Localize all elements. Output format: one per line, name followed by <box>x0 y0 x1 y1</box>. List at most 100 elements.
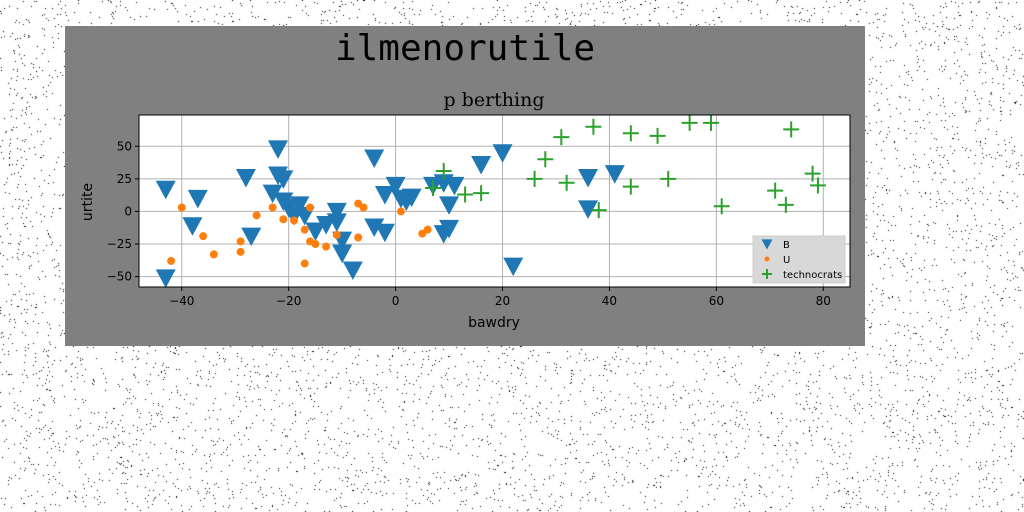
data-point-plus <box>558 174 575 191</box>
chart-title: p berthing <box>443 89 544 111</box>
y-axis-label: urtite <box>80 183 96 221</box>
data-point-plus <box>649 127 666 144</box>
data-point-triangle-down <box>342 261 363 281</box>
data-point-circle <box>236 247 245 256</box>
scatter-chart: p berthing −40 −20 0 20 40 60 80 −50 −25 0 25 50 b… <box>80 89 851 331</box>
data-point-plus <box>783 121 800 138</box>
legend-label: U <box>783 255 790 266</box>
data-points <box>155 114 826 288</box>
x-tick-label: 80 <box>816 294 831 308</box>
data-point-triangle-down <box>267 140 288 159</box>
data-point-circle <box>167 256 176 265</box>
data-point-circle <box>311 240 320 248</box>
x-tick-label: 60 <box>709 294 724 308</box>
y-tick-label: −50 <box>107 270 132 284</box>
data-point-triangle-down <box>155 269 176 288</box>
data-point-plus <box>435 163 452 180</box>
data-point-triangle-down <box>235 169 256 188</box>
plot-frame <box>138 114 851 288</box>
legend-marker <box>761 239 773 250</box>
data-point-triangle-down <box>262 184 283 204</box>
legend-marker <box>764 256 770 262</box>
data-point-triangle-down <box>439 219 460 239</box>
data-point-plus <box>537 151 554 168</box>
data-point-triangle-down <box>374 223 395 243</box>
data-point-plus <box>681 114 698 131</box>
data-point-triangle-down <box>578 169 599 188</box>
data-point-plus <box>622 178 639 195</box>
data-point-triangle-down <box>374 185 395 205</box>
data-point-triangle-down <box>401 188 422 208</box>
x-tick-label: 40 <box>602 294 617 308</box>
data-point-triangle-down <box>326 213 347 232</box>
y-tick-label: 0 <box>124 204 132 218</box>
data-point-circle <box>279 215 288 224</box>
data-point-circle <box>209 250 218 259</box>
plot-area <box>139 115 850 287</box>
data-point-triangle-down <box>364 149 385 168</box>
data-point-triangle-down <box>444 176 465 196</box>
legend-marker <box>762 269 772 279</box>
data-point-circle <box>396 207 405 216</box>
data-point-circle <box>252 211 261 220</box>
data-point-plus <box>622 125 639 142</box>
data-point-plus <box>585 118 602 135</box>
data-point-plus <box>777 196 794 213</box>
data-point-plus <box>713 198 730 215</box>
x-tick-label: −20 <box>276 294 301 308</box>
data-point-plus <box>703 114 720 131</box>
data-point-circle <box>236 237 245 246</box>
data-point-plus <box>425 179 442 196</box>
x-axis-ticks: −40 −20 0 20 40 60 80 <box>169 287 831 308</box>
data-point-triangle-down <box>492 144 513 163</box>
data-point-plus <box>473 185 490 202</box>
figure-suptitle: ilmenorutile <box>334 28 596 69</box>
data-point-triangle-down <box>332 244 353 264</box>
data-point-triangle-down <box>273 170 294 189</box>
data-point-triangle-down <box>471 156 492 175</box>
data-point-triangle-down <box>503 257 524 277</box>
data-point-circle <box>199 232 208 241</box>
y-tick-label: 50 <box>117 139 132 153</box>
data-point-plus <box>767 182 784 199</box>
data-point-plus <box>660 170 677 187</box>
data-point-triangle-down <box>182 217 203 236</box>
data-point-triangle-down <box>326 202 347 222</box>
data-point-triangle-down <box>364 218 385 238</box>
data-point-circle <box>306 203 315 212</box>
data-point-circle <box>322 242 331 251</box>
data-point-circle <box>332 230 341 239</box>
data-point-circle <box>268 203 277 212</box>
data-point-triangle-down <box>604 165 625 184</box>
data-point-plus <box>809 177 826 194</box>
data-point-triangle-down <box>385 176 406 196</box>
data-point-triangle-down <box>578 200 599 219</box>
data-point-circle <box>423 225 432 234</box>
data-point-triangle-down <box>289 196 310 215</box>
y-axis-ticks: −50 −25 0 25 50 <box>107 139 139 284</box>
data-point-triangle-down <box>241 227 262 247</box>
x-tick-label: 0 <box>392 294 400 308</box>
data-point-plus <box>526 170 543 187</box>
data-point-plus <box>457 186 474 203</box>
data-point-plus <box>590 202 607 219</box>
x-axis-label: bawdry <box>468 315 520 331</box>
data-point-circle <box>177 203 186 212</box>
x-tick-label: 20 <box>495 294 510 308</box>
data-point-circle <box>300 259 309 268</box>
data-point-circle <box>290 216 299 225</box>
y-tick-label: 25 <box>117 172 132 186</box>
data-point-plus <box>804 165 821 182</box>
legend-label: technocrats <box>783 270 842 281</box>
data-point-circle <box>300 225 309 234</box>
data-point-triangle-down <box>439 196 460 215</box>
y-tick-label: −25 <box>107 237 132 251</box>
data-point-triangle-down <box>155 180 176 200</box>
data-point-circle <box>354 233 363 242</box>
data-point-plus <box>553 129 570 146</box>
data-point-triangle-down <box>187 189 208 209</box>
data-point-circle <box>359 203 368 212</box>
x-tick-label: −40 <box>169 294 194 308</box>
legend-label: B <box>783 240 790 251</box>
data-point-triangle-down <box>305 222 326 241</box>
